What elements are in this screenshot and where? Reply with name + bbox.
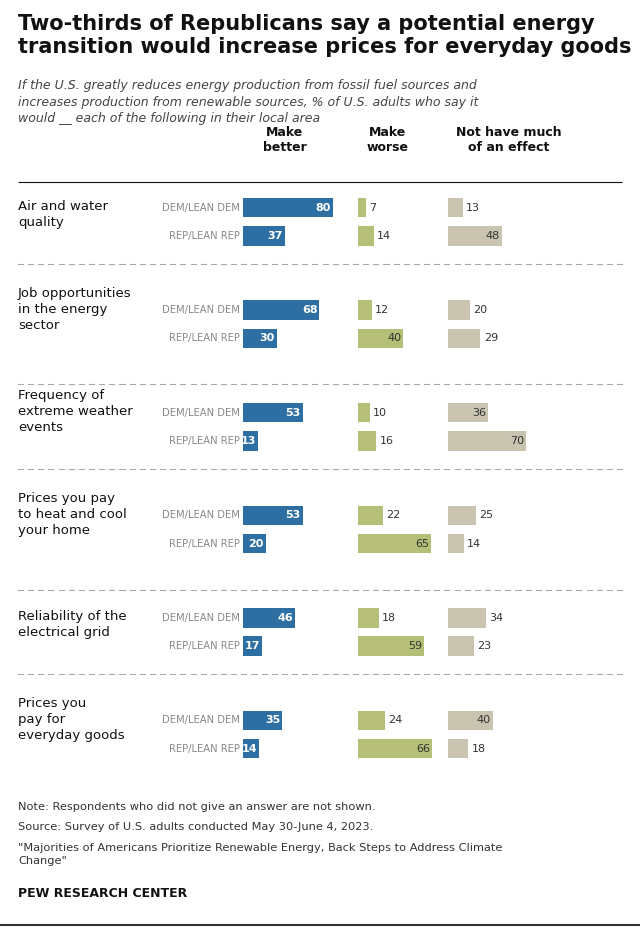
Bar <box>448 710 493 730</box>
Text: 29: 29 <box>484 334 498 344</box>
Bar <box>358 329 403 349</box>
Text: REP/LEAN REP: REP/LEAN REP <box>169 436 240 446</box>
Text: 24: 24 <box>388 716 403 725</box>
Text: 20: 20 <box>248 539 264 549</box>
Bar <box>358 226 374 246</box>
Text: Air and water
quality: Air and water quality <box>18 199 108 228</box>
Bar <box>448 534 463 554</box>
Text: 80: 80 <box>316 202 331 212</box>
Bar <box>358 710 385 730</box>
Text: 10: 10 <box>372 407 387 418</box>
Bar <box>243 739 259 759</box>
Text: 16: 16 <box>380 436 394 446</box>
Text: 53: 53 <box>285 510 301 520</box>
Text: 37: 37 <box>268 231 283 240</box>
Text: 7: 7 <box>369 202 376 212</box>
Text: REP/LEAN REP: REP/LEAN REP <box>169 334 240 344</box>
Text: 48: 48 <box>486 231 500 240</box>
Text: 70: 70 <box>510 436 525 446</box>
Bar <box>243 329 276 349</box>
Text: DEM/LEAN DEM: DEM/LEAN DEM <box>162 202 240 212</box>
Text: REP/LEAN REP: REP/LEAN REP <box>169 231 240 240</box>
Bar <box>448 329 481 349</box>
Text: Note: Respondents who did not give an answer are not shown.: Note: Respondents who did not give an an… <box>18 802 376 812</box>
Text: 23: 23 <box>477 641 491 651</box>
Bar <box>358 637 424 656</box>
Text: 14: 14 <box>378 231 392 240</box>
Bar <box>448 403 488 422</box>
Text: 66: 66 <box>417 744 431 754</box>
Bar <box>243 432 258 451</box>
Bar <box>448 226 502 246</box>
Bar <box>358 608 379 627</box>
Bar <box>358 534 431 554</box>
Bar <box>243 608 295 627</box>
Bar <box>448 198 463 217</box>
Text: PEW RESEARCH CENTER: PEW RESEARCH CENTER <box>18 887 187 900</box>
Text: "Majorities of Americans Prioritize Renewable Energy, Back Steps to Address Clim: "Majorities of Americans Prioritize Rene… <box>18 843 502 866</box>
Text: DEM/LEAN DEM: DEM/LEAN DEM <box>162 510 240 520</box>
Text: 40: 40 <box>387 334 401 344</box>
Text: Make
better: Make better <box>263 126 307 154</box>
Bar <box>358 505 383 525</box>
Text: Prices you
pay for
everyday goods: Prices you pay for everyday goods <box>18 697 125 742</box>
Text: REP/LEAN REP: REP/LEAN REP <box>169 539 240 549</box>
Bar <box>448 505 476 525</box>
Text: REP/LEAN REP: REP/LEAN REP <box>169 641 240 651</box>
Bar <box>243 403 303 422</box>
Text: 17: 17 <box>245 641 260 651</box>
Text: Prices you pay
to heat and cool
your home: Prices you pay to heat and cool your hom… <box>18 492 127 537</box>
Text: If the U.S. greatly reduces energy production from fossil fuel sources and
incre: If the U.S. greatly reduces energy produ… <box>18 79 478 125</box>
Bar <box>358 403 370 422</box>
Bar <box>243 710 282 730</box>
Text: 14: 14 <box>467 539 481 549</box>
Bar <box>358 432 376 451</box>
Bar <box>243 300 319 320</box>
Text: 13: 13 <box>241 436 256 446</box>
Bar <box>448 432 527 451</box>
Bar <box>448 300 470 320</box>
Bar <box>243 198 333 217</box>
Bar <box>243 534 266 554</box>
Text: Job opportunities
in the energy
sector: Job opportunities in the energy sector <box>18 287 132 332</box>
Text: Reliability of the
electrical grid: Reliability of the electrical grid <box>18 610 127 639</box>
Text: 12: 12 <box>375 305 389 315</box>
Bar <box>448 739 468 759</box>
Bar <box>243 505 303 525</box>
Text: 40: 40 <box>477 716 491 725</box>
Text: Two-thirds of Republicans say a potential energy
transition would increase price: Two-thirds of Republicans say a potentia… <box>18 14 632 57</box>
Text: 13: 13 <box>466 202 480 212</box>
Bar <box>358 739 433 759</box>
Bar <box>448 637 474 656</box>
Text: DEM/LEAN DEM: DEM/LEAN DEM <box>162 305 240 315</box>
Bar <box>243 637 262 656</box>
Text: 30: 30 <box>260 334 275 344</box>
Text: 36: 36 <box>472 407 486 418</box>
Text: 25: 25 <box>479 510 493 520</box>
Text: 20: 20 <box>474 305 488 315</box>
Text: DEM/LEAN DEM: DEM/LEAN DEM <box>162 613 240 623</box>
Text: Frequency of
extreme weather
events: Frequency of extreme weather events <box>18 390 132 434</box>
Text: 22: 22 <box>387 510 401 520</box>
Text: 35: 35 <box>265 716 280 725</box>
Text: 65: 65 <box>415 539 429 549</box>
Bar <box>358 300 372 320</box>
Text: Not have much
of an effect: Not have much of an effect <box>456 126 562 154</box>
Text: DEM/LEAN DEM: DEM/LEAN DEM <box>162 407 240 418</box>
Text: 14: 14 <box>241 744 257 754</box>
Text: 59: 59 <box>408 641 422 651</box>
Text: Make
worse: Make worse <box>366 126 408 154</box>
Text: 34: 34 <box>489 613 504 623</box>
Bar <box>448 608 486 627</box>
Text: REP/LEAN REP: REP/LEAN REP <box>169 744 240 754</box>
Text: 46: 46 <box>277 613 293 623</box>
Bar <box>358 198 366 217</box>
Text: DEM/LEAN DEM: DEM/LEAN DEM <box>162 716 240 725</box>
Text: Source: Survey of U.S. adults conducted May 30-June 4, 2023.: Source: Survey of U.S. adults conducted … <box>18 822 373 832</box>
Text: 68: 68 <box>302 305 317 315</box>
Text: 18: 18 <box>381 613 396 623</box>
Text: 53: 53 <box>285 407 301 418</box>
Text: 18: 18 <box>471 744 486 754</box>
Bar <box>243 226 285 246</box>
